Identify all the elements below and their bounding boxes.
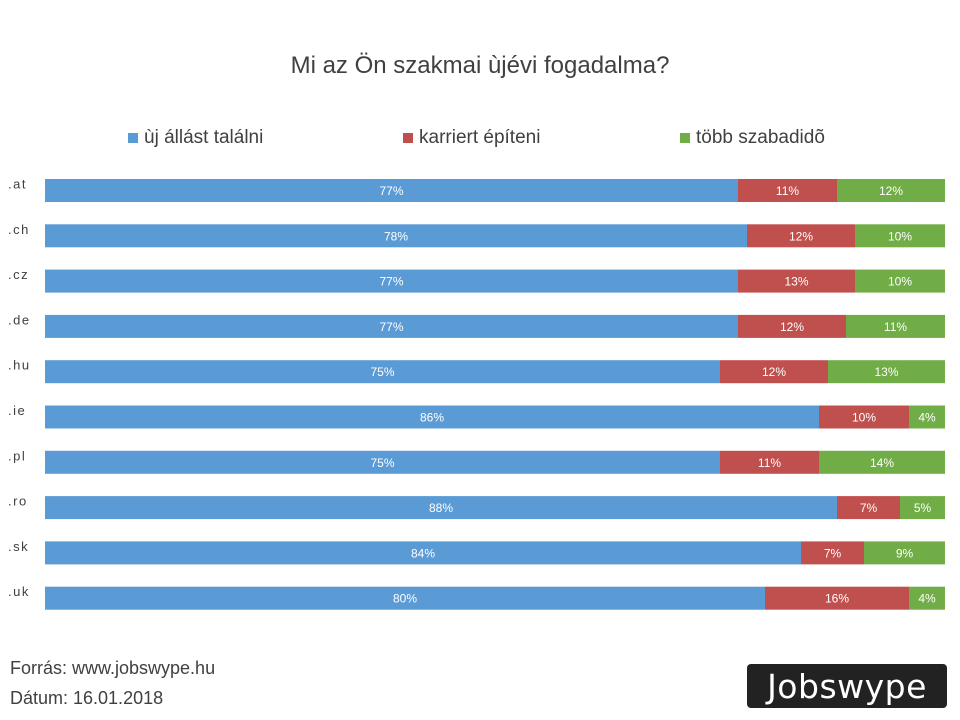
category-label: .hu: [8, 358, 31, 373]
bar-segment: [900, 496, 945, 520]
bar-segment: [738, 314, 846, 338]
source-text: Forrás: www.jobswype.hu: [10, 658, 216, 678]
data-label: 14%: [870, 456, 894, 470]
data-label: 11%: [884, 320, 907, 334]
bar-segment: [765, 586, 909, 610]
category-label: .cz: [8, 267, 29, 282]
category-label: .pl: [8, 448, 26, 463]
bar-segment: [720, 450, 819, 474]
bar-segment: [720, 360, 828, 384]
bar-segment: [828, 360, 945, 384]
bar-segment: [909, 586, 945, 610]
data-label: 77%: [379, 275, 403, 289]
data-label: 12%: [762, 365, 786, 379]
data-label: 5%: [914, 501, 932, 515]
data-label: 12%: [780, 320, 804, 334]
bar-segment: [819, 405, 909, 429]
legend-swatch-red: [403, 133, 413, 143]
bar-segment: [855, 224, 945, 248]
bar-segment: [45, 586, 765, 610]
bar-segment: [738, 179, 837, 202]
data-label: 12%: [879, 184, 903, 198]
bar-segment: [45, 450, 720, 474]
bar-segment: [45, 179, 738, 202]
data-label: 88%: [429, 501, 453, 515]
data-label: 9%: [896, 546, 914, 560]
data-label: 7%: [824, 546, 842, 560]
legend-label: ùj állást találni: [144, 127, 264, 148]
data-label: 75%: [370, 365, 394, 379]
bar-segment: [45, 314, 738, 338]
category-label: .sk: [8, 539, 29, 554]
data-label: 4%: [918, 592, 936, 606]
bar-segment: [855, 269, 945, 293]
jobswype-logo: Jobswype: [747, 664, 947, 708]
data-label: 4%: [918, 411, 936, 425]
bar-segment: [819, 450, 945, 474]
data-label: 11%: [758, 456, 781, 470]
chart-title: Mi az Ön szakmai ùjévi fogadalma?: [290, 52, 670, 79]
date-text: Dátum: 16.01.2018: [10, 688, 164, 708]
data-label: 16%: [825, 592, 849, 606]
bar-segment: [801, 541, 864, 565]
bar-segment: [837, 496, 900, 520]
category-label: .ro: [8, 494, 28, 509]
data-label: 13%: [874, 365, 898, 379]
data-label: 10%: [888, 275, 912, 289]
legend-item-new-job: ùj állást találni: [128, 127, 263, 149]
bar-segment: [846, 314, 945, 338]
legend-item-career: karriert építeni: [403, 127, 540, 149]
bar-segment: [45, 269, 738, 293]
category-label: .at: [8, 177, 27, 192]
category-label: .de: [8, 312, 31, 327]
bar-segment: [45, 496, 837, 520]
category-label: .uk: [8, 584, 30, 599]
bar-segment: [45, 405, 819, 429]
data-label: 13%: [784, 275, 808, 289]
category-label: .ie: [8, 403, 26, 418]
bar-segment: [864, 541, 945, 565]
data-label: 12%: [789, 229, 813, 243]
bar-segment: [837, 179, 945, 202]
bar-segment: [909, 405, 945, 429]
legend-swatch-blue: [128, 133, 138, 143]
category-label: .ch: [8, 222, 30, 237]
stacked-bar-chart: .at 77% 11% 12% .ch 78% 12% 10% .cz 77% 13% 10% .de 7…: [8, 177, 945, 610]
legend: ùj állást találni karriert építeni több …: [0, 127, 960, 151]
legend-swatch-green: [680, 133, 690, 143]
bar-segment: [45, 541, 801, 565]
bar-segment: [45, 224, 747, 248]
data-label: 11%: [776, 184, 799, 198]
data-label: 86%: [420, 411, 444, 425]
bar-segment: [747, 224, 855, 248]
data-label: 7%: [860, 501, 878, 515]
data-label: 77%: [379, 184, 403, 198]
data-label: 10%: [888, 229, 912, 243]
data-label: 75%: [370, 456, 394, 470]
data-label: 78%: [384, 229, 408, 243]
legend-label: karriert építeni: [419, 127, 541, 148]
legend-item-free-time: több szabadidõ: [680, 127, 825, 149]
bar-segment: [738, 269, 855, 293]
data-label: 84%: [411, 546, 435, 560]
legend-label: több szabadidõ: [696, 127, 825, 148]
data-label: 80%: [393, 592, 417, 606]
data-label: 10%: [852, 411, 876, 425]
data-label: 77%: [379, 320, 403, 334]
bar-segment: [45, 360, 720, 384]
